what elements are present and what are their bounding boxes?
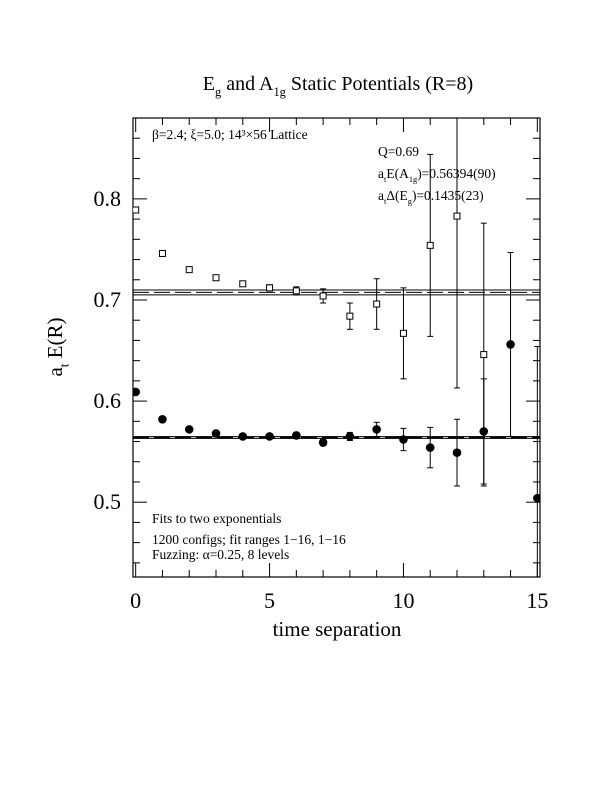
marker [425, 443, 435, 452]
annotation-part: β=2.4; ξ=5.0; 14³×56 Lattice [152, 127, 308, 142]
annotation-part: )=0.1435(23) [412, 188, 484, 203]
marker [399, 329, 407, 337]
marker [265, 432, 274, 441]
marker [373, 300, 381, 308]
y-axis-label-part: t [56, 363, 71, 367]
y-tick-label: 0.5 [94, 489, 122, 514]
y-tick-label: 0.8 [94, 186, 122, 211]
x-tick-label: 10 [392, 588, 414, 613]
marker [184, 425, 194, 434]
x-tick-label: 5 [264, 588, 275, 613]
chart-title-part: Static Potentials (R=8) [286, 73, 473, 95]
annotation-part: t [384, 175, 387, 184]
marker [239, 280, 247, 288]
marker [238, 432, 248, 441]
marker [426, 241, 434, 249]
marker [480, 351, 488, 359]
marker [479, 427, 489, 436]
annotation-part: t [384, 197, 387, 206]
annotation-part: a [378, 166, 384, 181]
marker [318, 438, 328, 447]
marker [185, 266, 193, 274]
annotation-part: g [408, 197, 413, 206]
chart-title: Eg and A1g Static Potentials (R=8) [203, 73, 473, 99]
chart-title-part: g [215, 85, 221, 99]
annotation: Fuzzing: α=0.25, 8 levels [152, 547, 289, 562]
marker [506, 340, 515, 349]
y-axis-label-part: E(R) [43, 317, 67, 363]
annotation-part: )=0.56394(90) [417, 166, 495, 181]
marker [133, 206, 140, 214]
annotation-part: Q=0.69 [378, 144, 419, 159]
annotation: atΔ(Eg)=0.1435(23) [378, 188, 484, 206]
marker [212, 274, 220, 282]
marker [346, 312, 354, 320]
marker [158, 414, 167, 424]
plot-frame [132, 117, 541, 578]
x-axis-label-part: time separation [273, 617, 402, 641]
annotation-part: 1g [409, 175, 418, 184]
marker [452, 448, 462, 457]
x-axis-label: time separation [273, 617, 402, 641]
annotation: Q=0.69 [378, 144, 419, 159]
marker [533, 493, 540, 503]
annotation: atE(A1g)=0.56394(90) [378, 166, 496, 184]
y-tick-label: 0.7 [94, 287, 122, 312]
x-tick-label: 15 [526, 588, 548, 613]
marker [372, 425, 381, 434]
marker [292, 431, 301, 440]
annotation: Fits to two exponentials [152, 511, 281, 526]
marker [158, 249, 166, 257]
marker [133, 387, 140, 397]
annotation-part: E(A [386, 166, 409, 181]
annotation-part: Fits to two exponentials [152, 511, 281, 526]
annotation: β=2.4; ξ=5.0; 14³×56 Lattice [152, 127, 308, 142]
y-axis-label: at E(R) [43, 317, 71, 376]
marker [453, 212, 461, 220]
annotation-part: a [378, 188, 384, 203]
annotation: 1200 configs; fit ranges 1−16, 1−16 [152, 532, 346, 547]
annotation-part: Fuzzing: α=0.25, 8 levels [152, 547, 289, 562]
x-tick-label: 0 [130, 588, 141, 613]
annotation-part: 1200 configs; fit ranges 1−16, 1−16 [152, 532, 346, 547]
chart-title-part: E [203, 73, 215, 95]
marker [292, 287, 300, 295]
marker [319, 292, 327, 300]
marker [345, 432, 355, 441]
annotation-part: Δ(E [386, 188, 407, 203]
marker [399, 435, 408, 444]
chart-title-part: and A [221, 73, 274, 95]
y-axis-label-part: a [43, 367, 67, 377]
marker [266, 284, 274, 292]
chart-title-part: 1g [273, 85, 285, 99]
marker [211, 429, 221, 438]
plot-area [133, 118, 540, 577]
y-tick-label: 0.6 [94, 388, 122, 413]
